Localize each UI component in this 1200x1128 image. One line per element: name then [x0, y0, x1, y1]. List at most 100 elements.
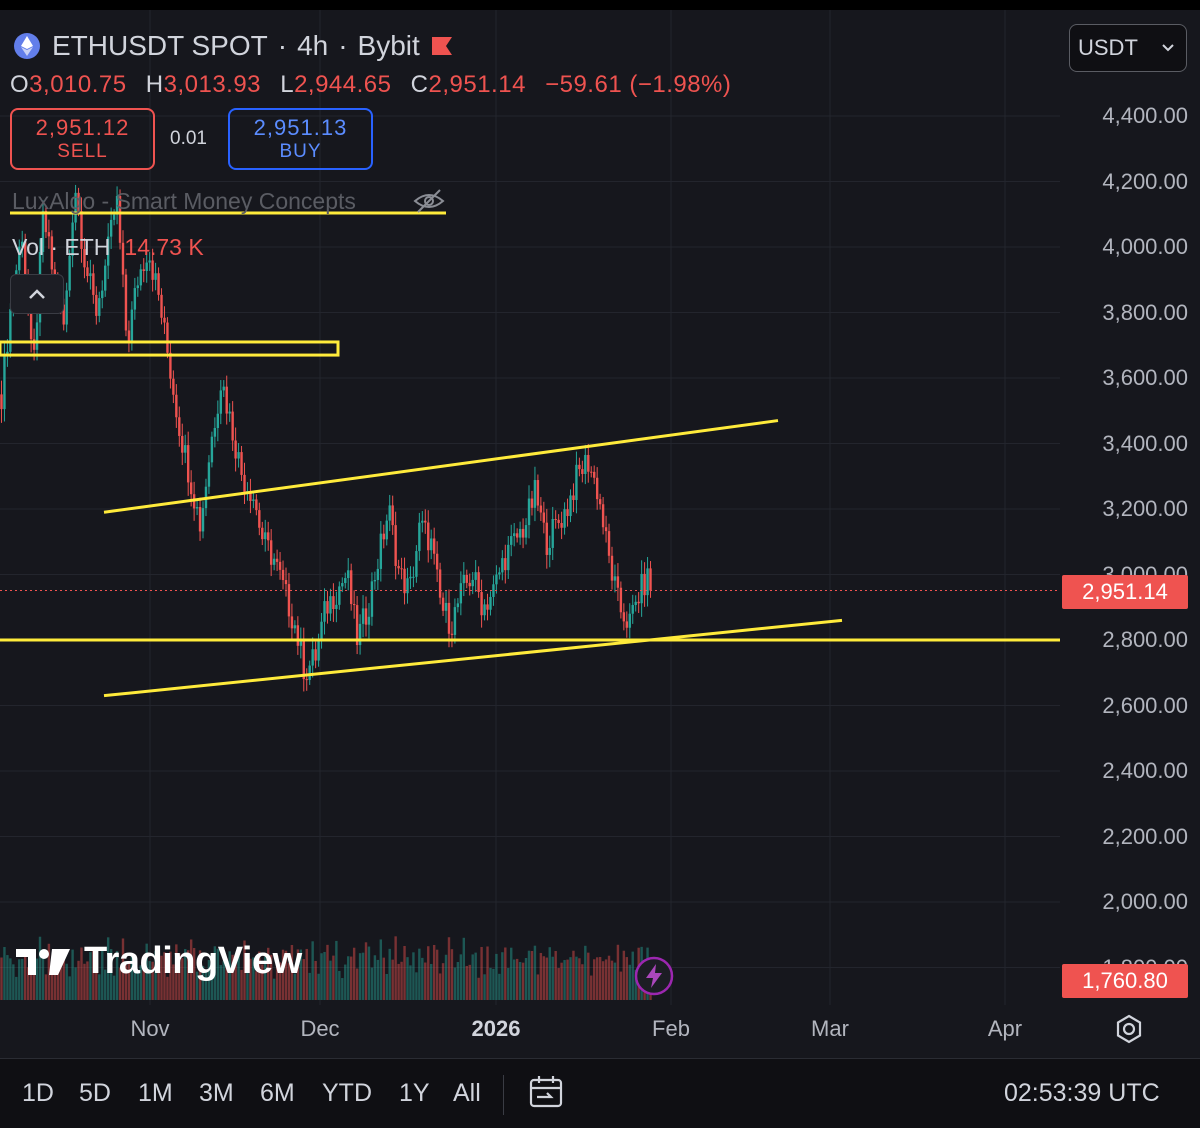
volume-bar	[249, 958, 252, 1000]
range-button-1d[interactable]: 1D	[22, 1079, 54, 1107]
candle-body	[450, 633, 454, 635]
bottom-toolbar	[0, 1058, 1200, 1128]
volume-bar	[361, 952, 365, 1000]
candle-body	[447, 602, 451, 634]
candle-body	[569, 495, 572, 517]
volume-bar	[548, 947, 551, 1000]
candle-body	[421, 520, 424, 523]
volume-bar	[246, 957, 249, 1000]
range-button-5d[interactable]: 5D	[79, 1079, 111, 1107]
candle-body	[397, 565, 400, 569]
channel-lower-line	[103, 618, 843, 698]
candle-body	[370, 581, 374, 617]
volume-bar	[625, 957, 629, 1000]
candle-body	[68, 255, 71, 291]
volume-bar	[569, 957, 572, 1000]
exchange: Bybit	[357, 30, 420, 61]
volume-bar	[258, 951, 261, 1000]
range-button-all[interactable]: All	[453, 1079, 481, 1107]
volume-bar	[352, 947, 356, 1000]
range-button-ytd[interactable]: YTD	[322, 1079, 372, 1107]
candle-body	[385, 520, 388, 540]
candle-body	[468, 582, 471, 587]
volume-bar	[495, 953, 498, 1000]
volume-bar	[551, 956, 554, 1000]
volume-bar	[595, 957, 599, 1000]
candle-body	[272, 558, 276, 565]
candle-body	[649, 568, 652, 591]
chart-area[interactable]	[0, 10, 1200, 1058]
candle-body	[243, 474, 246, 492]
volume-bar	[587, 952, 590, 1000]
volume-bar	[142, 958, 145, 1000]
volume-bar	[332, 955, 335, 1000]
candle-body	[388, 505, 391, 521]
volume-bar	[616, 944, 620, 1000]
volume-bar	[237, 953, 240, 1000]
candle-body	[403, 568, 406, 594]
volume-bar	[347, 956, 350, 1000]
candle-body	[317, 639, 320, 661]
candle-body	[320, 621, 323, 640]
high-value: 3,013.93	[163, 71, 262, 98]
volume-bar	[264, 956, 267, 1000]
volume-bar	[524, 957, 528, 1000]
volume-bar	[628, 964, 631, 1000]
open-value: 3,010.75	[29, 71, 127, 98]
volume-bar	[527, 950, 531, 1000]
candle-body	[293, 625, 297, 629]
candle-body	[231, 411, 234, 441]
candle-body	[335, 604, 338, 610]
candle-body	[62, 304, 65, 325]
tradingview-logo[interactable]: TradingView	[14, 940, 302, 983]
collapse-legend-button[interactable]	[10, 274, 64, 314]
candle-body	[121, 242, 125, 275]
volume-bar	[267, 947, 270, 1000]
candle-body	[524, 525, 528, 538]
volume-bar	[6, 955, 9, 1000]
price-plot[interactable]	[0, 10, 1200, 1058]
date-range-icon[interactable]	[527, 1073, 567, 1113]
settings-icon[interactable]	[1113, 1013, 1145, 1045]
flag-icon[interactable]	[430, 35, 454, 57]
candle-body	[299, 640, 303, 646]
currency-select[interactable]: USDT	[1069, 24, 1187, 72]
candle-body	[595, 477, 599, 500]
range-button-6m[interactable]: 6M	[260, 1079, 295, 1107]
candle-body	[557, 519, 560, 523]
candle-body	[646, 568, 649, 596]
volume-bar	[326, 944, 329, 1000]
sell-button[interactable]: 2,951.12 SELL	[10, 108, 155, 170]
candle-body	[314, 649, 317, 661]
candle-body	[515, 533, 519, 538]
volume-bar	[382, 957, 385, 1000]
candle-body	[332, 596, 335, 610]
candle-body	[607, 531, 611, 556]
volume-bar	[299, 949, 303, 1000]
volume-bar	[222, 960, 225, 1000]
buy-button[interactable]: 2,951.13 BUY	[228, 108, 373, 170]
symbol-legend[interactable]: ETHUSDT SPOT · 4h · Bybit	[12, 30, 454, 62]
candle-body	[267, 532, 270, 541]
volume-bar	[41, 953, 45, 1000]
candle-body	[186, 445, 190, 483]
utc-clock[interactable]: 02:53:39 UTC	[1004, 1079, 1160, 1107]
range-button-3m[interactable]: 3M	[199, 1079, 234, 1107]
candle-body	[367, 616, 371, 625]
lightning-icon[interactable]	[633, 955, 675, 997]
price-tick-label: 4,400.00	[1102, 103, 1188, 128]
volume-bar	[344, 964, 347, 1000]
candle-body	[625, 621, 629, 628]
eye-off-icon[interactable]	[412, 186, 446, 216]
range-button-1y[interactable]: 1Y	[399, 1079, 430, 1107]
volume-bar	[302, 959, 305, 1000]
range-button-1m[interactable]: 1M	[138, 1079, 173, 1107]
candle-body	[163, 317, 166, 323]
smc-indicator-label[interactable]: LuxAlgo - Smart Money Concepts	[12, 188, 356, 214]
candle-body	[207, 462, 211, 487]
volume-legend[interactable]: Vol · ETH 14.73 K	[12, 234, 204, 261]
volume-bar	[489, 967, 492, 1000]
candle-body	[504, 558, 507, 571]
volume-bar	[59, 964, 62, 1000]
volume-bar	[355, 968, 359, 1000]
